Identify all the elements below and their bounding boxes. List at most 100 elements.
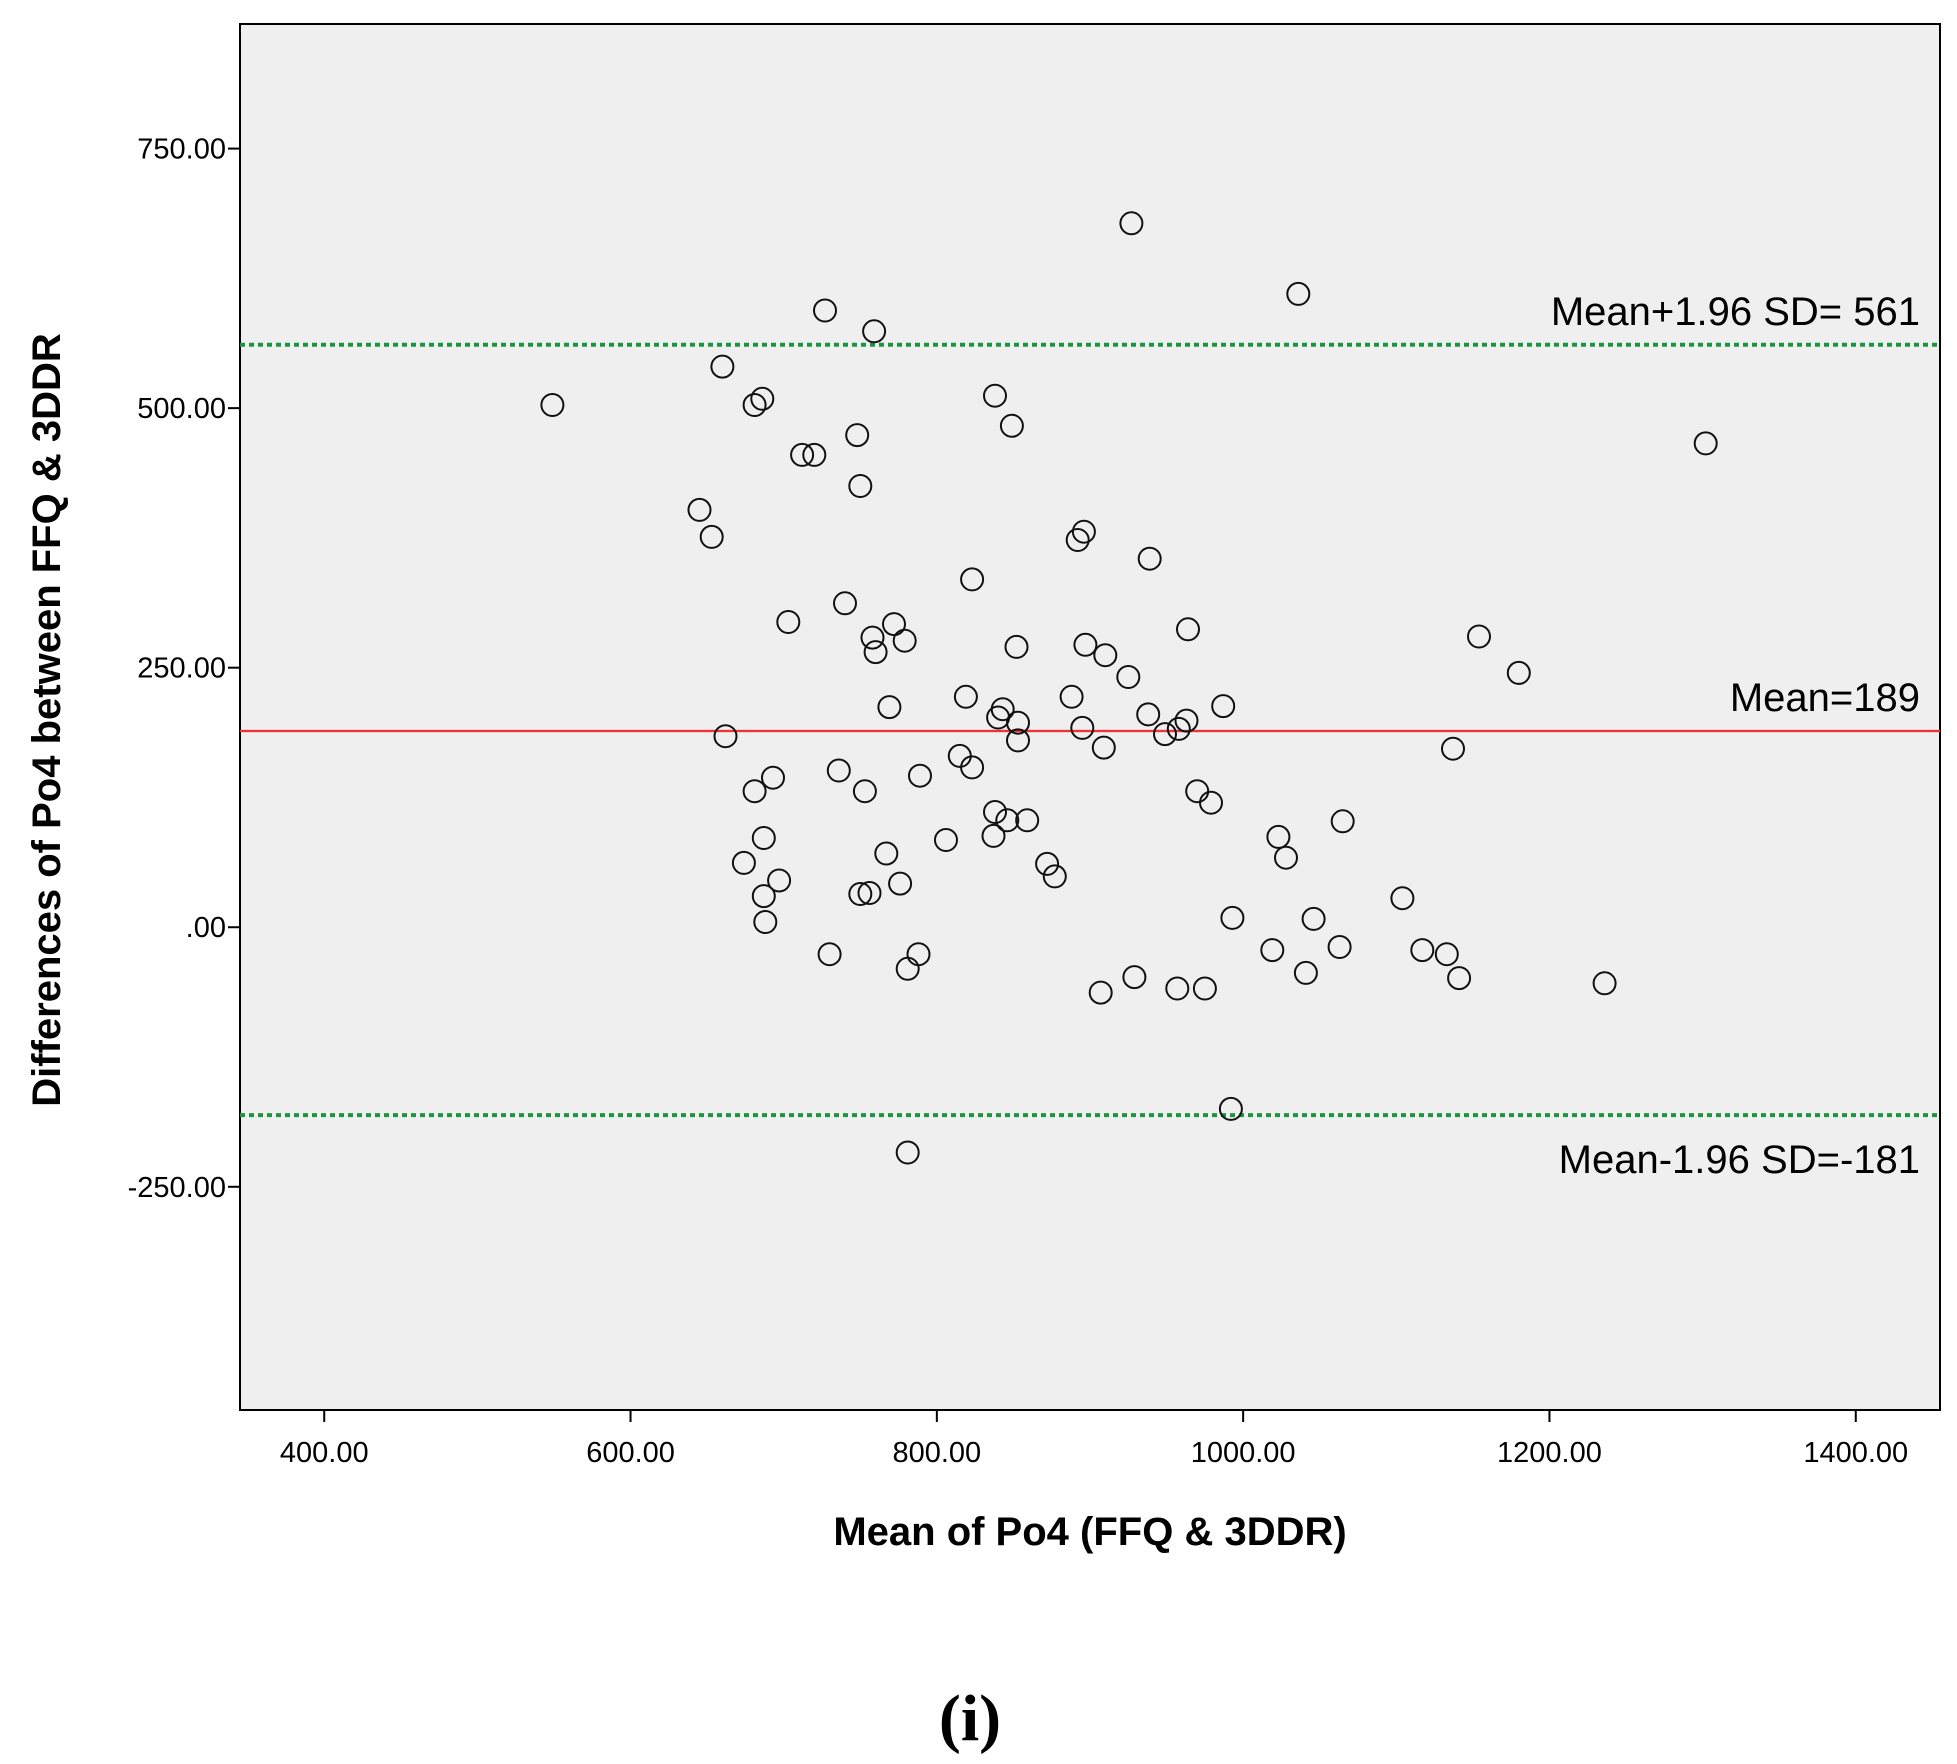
data-point bbox=[1301, 906, 1326, 931]
data-point bbox=[995, 808, 1020, 833]
data-point bbox=[1174, 708, 1199, 733]
data-point bbox=[1093, 643, 1118, 668]
data-point bbox=[857, 881, 882, 905]
data-point bbox=[1260, 938, 1285, 963]
data-point bbox=[710, 354, 735, 379]
data-point bbox=[1220, 905, 1245, 930]
data-point bbox=[750, 386, 775, 411]
data-point bbox=[1006, 710, 1030, 735]
data-point bbox=[1192, 976, 1217, 1001]
upper_limit-label: Mean+1.96 SD= 561 bbox=[1551, 290, 1920, 334]
data-point bbox=[1035, 851, 1060, 876]
data-point bbox=[981, 823, 1006, 848]
data-point bbox=[742, 779, 767, 804]
data-point bbox=[813, 298, 837, 323]
data-point bbox=[908, 763, 932, 788]
data-point bbox=[960, 755, 985, 780]
reference-lines: Mean+1.96 SD= 561 Mean=189 Mean-1.96 SD=-1… bbox=[240, 290, 1940, 1182]
data-point bbox=[906, 942, 931, 967]
data-point bbox=[852, 779, 877, 804]
data-point bbox=[1088, 980, 1113, 1005]
data-point bbox=[862, 319, 887, 344]
data-point bbox=[540, 393, 565, 417]
data-point bbox=[687, 497, 712, 522]
data-point bbox=[934, 828, 958, 852]
data-point bbox=[826, 758, 851, 783]
data-point bbox=[1176, 617, 1200, 642]
data-point bbox=[767, 868, 792, 893]
data-point bbox=[1059, 684, 1084, 709]
data-point bbox=[1015, 808, 1040, 833]
data-point bbox=[790, 442, 815, 467]
x-tick-label: 1400.00 bbox=[1803, 1437, 1908, 1469]
data-point bbox=[1211, 694, 1236, 719]
data-point bbox=[1467, 624, 1491, 649]
y-tick-label: .00 bbox=[186, 912, 226, 944]
data-point bbox=[817, 942, 842, 967]
data-point bbox=[1116, 665, 1141, 689]
data-point bbox=[1122, 965, 1147, 990]
data-point bbox=[753, 910, 778, 934]
data-point bbox=[742, 393, 767, 417]
data-point bbox=[1071, 519, 1096, 544]
data-point bbox=[1266, 824, 1291, 849]
data-point bbox=[892, 628, 917, 653]
lower_limit-label: Mean-1.96 SD=-181 bbox=[1559, 1138, 1920, 1182]
data-point bbox=[1199, 790, 1223, 815]
data-point bbox=[953, 684, 978, 709]
data-point bbox=[845, 423, 870, 448]
data-point bbox=[895, 1140, 920, 1165]
data-point bbox=[960, 567, 985, 592]
data-point bbox=[1390, 886, 1415, 911]
data-point bbox=[1119, 211, 1144, 236]
mean-label: Mean=189 bbox=[1730, 676, 1920, 720]
data-point bbox=[877, 695, 902, 720]
x-axis-title: Mean of Po4 (FFQ & 3DDR) bbox=[833, 1510, 1346, 1554]
data-point bbox=[1218, 1096, 1243, 1121]
data-point bbox=[983, 800, 1007, 824]
y-tick-label: 250.00 bbox=[137, 653, 226, 685]
data-point bbox=[1410, 938, 1435, 963]
data-point bbox=[802, 442, 827, 467]
y-tick-label: 750.00 bbox=[137, 134, 226, 166]
data-point bbox=[983, 383, 1007, 408]
data-point bbox=[1137, 546, 1162, 571]
data-point bbox=[848, 882, 873, 906]
data-point bbox=[776, 610, 801, 634]
data-point bbox=[990, 697, 1015, 722]
x-tick-label: 1000.00 bbox=[1191, 1437, 1296, 1469]
x-axis-ticks: 400.00 600.00 800.00 1000.00 1200.00 1400.00 bbox=[280, 1410, 1908, 1469]
data-point bbox=[731, 850, 756, 875]
plot-background bbox=[239, 23, 1941, 1411]
data-point bbox=[713, 724, 738, 749]
data-point bbox=[1434, 942, 1459, 967]
data-point bbox=[1042, 864, 1067, 889]
data-point bbox=[1153, 722, 1177, 747]
data-point bbox=[1004, 634, 1029, 659]
data-point bbox=[848, 474, 873, 498]
data-point bbox=[863, 640, 888, 665]
data-point bbox=[1165, 976, 1190, 1001]
data-point bbox=[1327, 935, 1352, 959]
data-point bbox=[1136, 702, 1161, 727]
data-point bbox=[1506, 660, 1531, 685]
data-point bbox=[1065, 528, 1090, 552]
y-axis-title: Differences of Po4 between FFQ & 3DDR bbox=[25, 333, 69, 1107]
x-tick-label: 800.00 bbox=[892, 1437, 981, 1469]
data-point bbox=[1293, 960, 1318, 985]
data-point bbox=[833, 591, 857, 616]
panel-label: (i) bbox=[939, 1682, 1001, 1755]
data-point bbox=[751, 884, 776, 909]
data-point bbox=[1693, 431, 1718, 456]
data-point bbox=[882, 612, 906, 637]
data-point bbox=[1286, 281, 1311, 306]
data-point bbox=[874, 841, 899, 866]
x-tick-label: 400.00 bbox=[280, 1437, 369, 1469]
data-point bbox=[1073, 632, 1098, 657]
y-axis-ticks: -250.00 .00 250.00 500.00 750.00 bbox=[128, 134, 240, 1204]
data-point bbox=[1592, 971, 1617, 996]
data-point bbox=[761, 765, 785, 790]
data-point bbox=[1441, 736, 1465, 761]
data-point bbox=[751, 826, 776, 850]
